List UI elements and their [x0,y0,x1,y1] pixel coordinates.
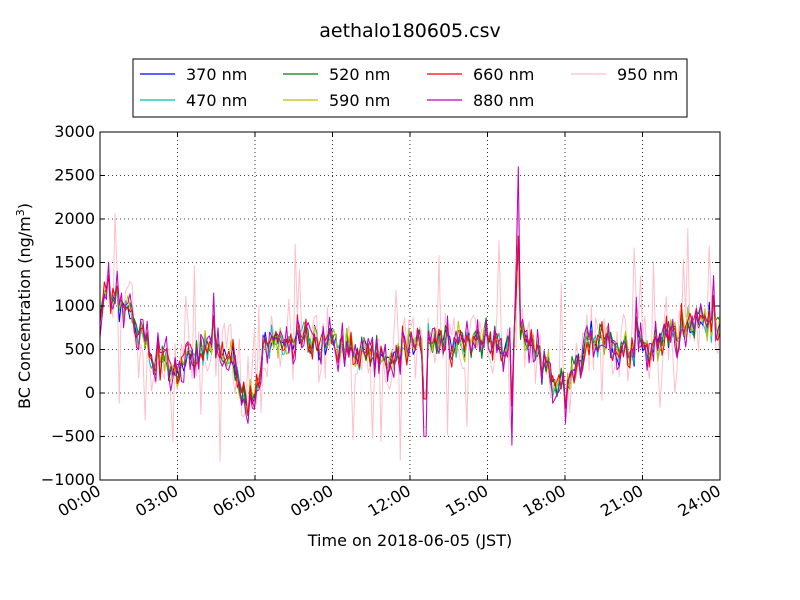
y-tick-label: 3000 [54,122,95,141]
series-line [99,235,721,417]
legend-label: 590 nm [329,91,390,110]
grid [100,132,720,480]
y-axis-label: BC Concentration (ng/m3) [14,203,35,409]
y-axis-label-tail: ) [15,203,34,209]
legend-label: 660 nm [473,65,534,84]
y-axis-label-superscript: 3 [14,209,27,216]
y-tick-label: 500 [64,340,95,359]
y-tick-label: 1500 [54,253,95,272]
y-axis-ticks: 3000 2500 2000 1500 1000 500 0 −500 −1000 [41,122,720,489]
y-tick-label: 2000 [54,209,95,228]
chart-title: aethalo180605.csv [319,20,501,42]
legend-label: 520 nm [329,65,390,84]
y-tick-label: 1000 [54,296,95,315]
series-line [99,166,721,446]
y-tick-label: 2500 [54,166,95,185]
legend-entries: 370 nm 470 nm 520 nm 590 nm 660 nm 880 nm 950 … [140,65,678,110]
legend-label: 370 nm [186,65,247,84]
legend-label: 950 nm [617,65,678,84]
y-tick-label: 0 [85,383,95,402]
x-axis-label: Time on 2018-06-05 (JST) [307,531,512,550]
plot-series [99,166,721,462]
legend-label: 880 nm [473,91,534,110]
legend: 370 nm 470 nm 520 nm 590 nm 660 nm 880 nm 950 … [132,58,688,118]
y-tick-label: −500 [51,427,95,446]
legend-label: 470 nm [186,91,247,110]
legend-box [132,58,688,118]
y-axis-label-main: BC Concentration (ng/m [15,216,34,409]
y-tick-label: −1000 [41,470,95,489]
